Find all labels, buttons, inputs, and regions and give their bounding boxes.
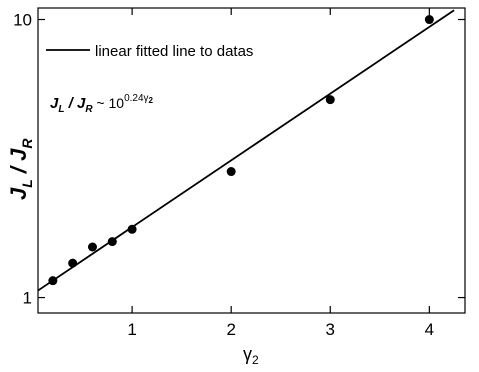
data-point	[68, 258, 78, 268]
y-tick-label: 10	[13, 11, 32, 30]
x-tick-label: 3	[326, 320, 335, 339]
y-axis-title-part: J	[6, 187, 31, 200]
x-axis-title: γ2	[243, 344, 259, 367]
annotation-part: 2	[149, 96, 154, 105]
plot-area	[38, 9, 455, 292]
plot-frame	[37, 7, 466, 314]
x-tick-label: 4	[425, 320, 434, 339]
x-tick-label: 2	[226, 320, 235, 339]
annotation-part: J	[50, 95, 59, 112]
annotation-part: R	[85, 104, 93, 115]
y-tick-label: 1	[23, 289, 32, 308]
data-point	[127, 224, 137, 234]
fit-line	[38, 9, 455, 292]
data-point	[107, 237, 117, 247]
y-axis-title-part: R	[19, 138, 35, 149]
y-axis-title-part: / J	[6, 148, 31, 179]
data-point	[424, 15, 434, 25]
annotation-part: ~ 10	[93, 95, 125, 111]
y-axis-title: JL / JR	[6, 138, 35, 200]
data-point	[325, 95, 335, 105]
annotation-part: / J	[64, 95, 86, 112]
data-point	[48, 276, 58, 286]
x-tick-label: 1	[127, 320, 136, 339]
annotation-part: L	[58, 104, 64, 115]
legend-label: linear fitted line to datas	[95, 43, 253, 60]
data-point	[226, 167, 236, 177]
data-point	[87, 242, 97, 252]
x-axis-title-part: 2	[252, 353, 259, 367]
x-axis-title-part: γ	[243, 344, 252, 364]
annotation: JL / JR ~ 100.24γ2	[50, 93, 154, 115]
y-axis-title-part: L	[19, 179, 35, 188]
annotation-part: 0.24γ	[124, 93, 148, 104]
